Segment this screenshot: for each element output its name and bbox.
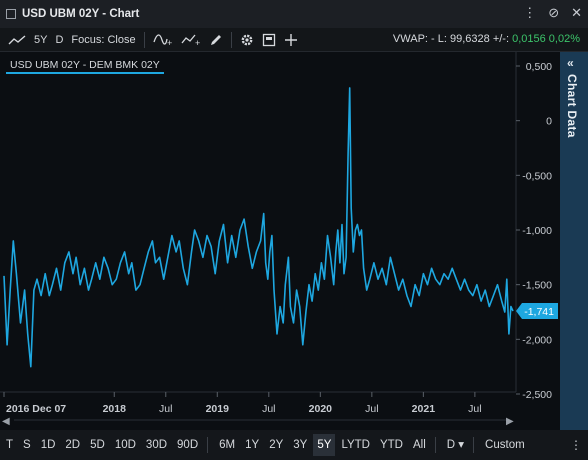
x-tick-label: Jul (365, 403, 378, 415)
chart-data-panel-toggle[interactable]: « Chart Data (560, 52, 588, 430)
last-value-label: -1,741 (524, 306, 554, 318)
window-title: USD UBM 02Y - Chart (22, 8, 140, 20)
svg-text:+: + (195, 38, 200, 47)
toolbar-divider (143, 31, 145, 48)
period-selector[interactable]: 5Y (34, 33, 48, 46)
chart-toolbar: 5Y D Focus: Close + + VWAP: - L: 99,6328… (0, 28, 588, 52)
period-button-1y[interactable]: 1Y (245, 439, 260, 451)
period-button-ytd[interactable]: YTD (379, 439, 403, 451)
x-tick-label: Jul (159, 403, 172, 415)
period-button-90d[interactable]: 90D (177, 439, 199, 451)
period-button-2y[interactable]: 2Y (269, 439, 284, 451)
custom-range-button[interactable]: Custom (485, 439, 525, 451)
x-tick-label: 2018 (103, 403, 127, 415)
period-button-3y[interactable]: 3Y (293, 439, 308, 451)
window-controls: ⋮ ⊘ ✕ (523, 6, 582, 20)
y-tick-label: -2,000 (522, 334, 552, 346)
y-tick-label: -2,500 (522, 389, 552, 401)
dropdown-caret-icon: ▾ (455, 439, 465, 451)
settings-gear-icon[interactable] (240, 33, 254, 47)
change-abs: 0,0156 (512, 33, 546, 45)
quote-summary: VWAP: - L: 99,6328 +/-: 0,0156 0,02% (393, 33, 580, 45)
period-button-s[interactable]: S (23, 439, 31, 451)
more-options-icon[interactable]: ⋮ (523, 5, 537, 20)
period-button-2d[interactable]: 2D (65, 439, 81, 451)
x-tick-label: 2021 (412, 403, 436, 415)
period-button-6m[interactable]: 6M (219, 439, 236, 451)
x-tick-label: Jul (468, 403, 481, 415)
interval-selector[interactable]: D (55, 33, 64, 46)
chart-data-label[interactable]: Chart Data (565, 74, 579, 138)
x-tick-label: 2019 (206, 403, 230, 415)
y-tick-label: -1,500 (522, 280, 552, 292)
period-divider (207, 437, 209, 453)
period-buttons: T S 1D 2D 5D 10D 30D 90D 6M 1Y 2Y 3Y 5Y LYTD YTD All (0, 434, 430, 456)
period-bar: T S 1D 2D 5D 10D 30D 90D 6M 1Y 2Y 3Y 5Y LYTD YTD All D … (0, 430, 588, 460)
series-legend[interactable]: USD UBM 02Y - DEM BMK 02Y (6, 58, 164, 74)
period-button-1d[interactable]: 1D (40, 439, 56, 451)
focus-selector[interactable]: Focus: Close (71, 33, 136, 46)
chart-area[interactable]: 0,500 0 -0,500 -1,000 -1,500 -2,000 -2,500 201… (0, 52, 560, 430)
price-chart[interactable]: 0,500 0 -0,500 -1,000 -1,500 -2,000 -2,500 201… (0, 52, 560, 430)
y-tick-label: -0,500 (522, 170, 552, 182)
more-options-icon[interactable]: ⋮ (570, 438, 582, 452)
period-divider (434, 437, 436, 453)
last-value: L: 99,6328 (437, 33, 490, 45)
window-titlebar: USD UBM 02Y - Chart ⋮ ⊘ ✕ (0, 0, 588, 28)
period-button-5y[interactable]: 5Y (313, 434, 336, 456)
vwap-value: VWAP: - (392, 33, 435, 45)
period-button-all[interactable]: All (412, 439, 426, 451)
x-tick-label: Jul (262, 403, 275, 415)
x-axis: 2016 Dec 07 2018 Jul 2019 Jul 2020 Jul 2021 Jul (3, 392, 482, 415)
x-tick-label: 2020 (309, 403, 333, 415)
interval-dropdown[interactable]: D ▾ (443, 434, 468, 456)
template-icon[interactable] (262, 33, 276, 47)
period-button-5d[interactable]: 5D (90, 439, 105, 451)
interval-dropdown-value: D (446, 439, 456, 451)
period-button-lytd[interactable]: LYTD (341, 439, 370, 451)
expand-chevron-icon[interactable]: « (567, 56, 574, 70)
svg-text:+: + (167, 38, 172, 47)
scroll-right-icon[interactable]: ▶ (506, 416, 514, 427)
y-axis: 0,500 0 -0,500 -1,000 -1,500 -2,000 -2,500 (516, 61, 552, 401)
period-divider (473, 437, 475, 453)
crosshair-icon[interactable] (284, 33, 298, 47)
toolbar-divider (230, 31, 232, 48)
add-series-icon[interactable]: + (181, 33, 201, 47)
chart-app-icon (6, 9, 16, 19)
period-button-t[interactable]: T (6, 439, 14, 451)
period-button-10d[interactable]: 10D (114, 439, 136, 451)
close-icon[interactable]: ✕ (571, 5, 582, 20)
line-style-icon[interactable] (8, 34, 26, 46)
change-label: +/-: (492, 33, 510, 45)
change-pct: 0,02% (548, 33, 580, 45)
draw-pencil-icon[interactable] (209, 33, 223, 47)
y-tick-label: 0,500 (526, 61, 552, 73)
y-tick-label: 0 (546, 116, 552, 128)
unlink-icon[interactable]: ⊘ (548, 5, 560, 20)
add-study-icon[interactable]: + (153, 33, 173, 47)
scroll-left-icon[interactable]: ◀ (2, 416, 10, 427)
y-tick-label: -1,000 (522, 225, 552, 237)
series-line[interactable] (3, 87, 514, 368)
x-tick-label: 2016 Dec 07 (6, 403, 66, 415)
last-value-marker: -1,741 (516, 303, 558, 320)
period-button-30d[interactable]: 30D (145, 439, 168, 451)
